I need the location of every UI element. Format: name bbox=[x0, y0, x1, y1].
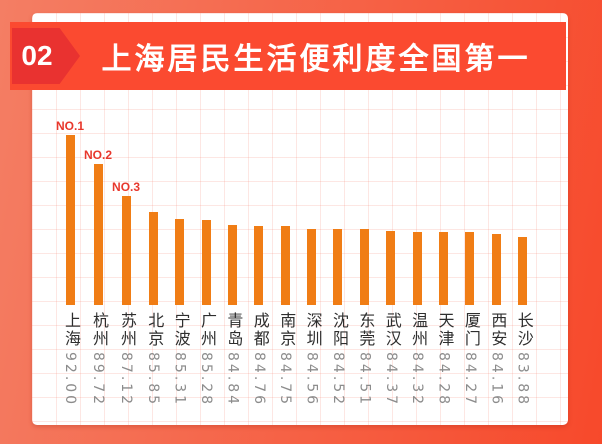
value-label: 84.28 bbox=[435, 352, 452, 408]
bar bbox=[93, 164, 103, 305]
bar-column: 沈阳 84.52 bbox=[325, 115, 351, 407]
bar bbox=[518, 237, 528, 305]
category-label: 宁波 bbox=[171, 312, 189, 348]
category-label: 深圳 bbox=[303, 312, 321, 348]
rank-badge: NO.2 bbox=[84, 148, 113, 162]
bar-column: 长沙 83.88 bbox=[510, 115, 536, 407]
bar-column: 广州 85.28 bbox=[193, 115, 219, 407]
bar bbox=[386, 231, 396, 305]
value-label: 85.31 bbox=[171, 352, 188, 408]
bar bbox=[201, 220, 211, 305]
value-label: 84.16 bbox=[488, 352, 505, 408]
bar-column: 温州 84.32 bbox=[404, 115, 430, 407]
bar-area bbox=[518, 115, 528, 305]
bar-column: 宁波 85.31 bbox=[166, 115, 192, 407]
value-label: 89.72 bbox=[90, 352, 107, 408]
value-label: 83.88 bbox=[514, 352, 531, 408]
bar bbox=[148, 212, 158, 305]
bar bbox=[175, 219, 185, 305]
bar-area bbox=[175, 115, 185, 305]
bar-column: NO.3 苏州 87.12 bbox=[112, 115, 140, 407]
page-title: 上海居民生活便利度全国第一 bbox=[101, 43, 531, 76]
bar-area bbox=[491, 115, 501, 305]
bar bbox=[491, 234, 501, 305]
value-label: 85.28 bbox=[198, 352, 215, 408]
value-label: 84.84 bbox=[224, 352, 241, 408]
bar-area bbox=[227, 115, 237, 305]
category-label: 杭州 bbox=[90, 312, 108, 348]
value-label: 84.56 bbox=[303, 352, 320, 408]
bar-area bbox=[386, 115, 396, 305]
category-label: 苏州 bbox=[118, 312, 136, 348]
value-label: 92.00 bbox=[62, 352, 78, 408]
value-label: 84.32 bbox=[409, 352, 426, 408]
bar bbox=[254, 226, 264, 305]
bar-area bbox=[280, 115, 290, 305]
bar bbox=[121, 196, 131, 305]
category-label: 长沙 bbox=[514, 312, 532, 348]
category-label: 南京 bbox=[277, 312, 295, 348]
category-label: 温州 bbox=[409, 312, 427, 348]
value-label: 87.12 bbox=[118, 352, 135, 408]
bar-area: NO.1 bbox=[56, 115, 84, 305]
category-label: 西安 bbox=[488, 312, 506, 348]
category-label: 东莞 bbox=[356, 312, 374, 348]
bar-area: NO.3 bbox=[112, 115, 140, 305]
bar-area bbox=[148, 115, 158, 305]
bar bbox=[65, 135, 75, 305]
bar-column: 南京 84.75 bbox=[272, 115, 298, 407]
bar bbox=[333, 229, 343, 305]
value-label: 84.27 bbox=[461, 352, 478, 408]
category-label: 武汉 bbox=[382, 312, 400, 348]
bar-column: 西安 84.16 bbox=[483, 115, 509, 407]
category-label: 北京 bbox=[145, 312, 163, 348]
category-label: 成都 bbox=[250, 312, 268, 348]
rank-badge: NO.3 bbox=[112, 180, 141, 194]
value-label: 84.37 bbox=[382, 352, 399, 408]
bar bbox=[465, 232, 475, 305]
bar bbox=[280, 226, 290, 305]
bar bbox=[227, 225, 237, 305]
value-label: 84.76 bbox=[250, 352, 267, 408]
bar-area bbox=[307, 115, 317, 305]
category-label: 上海 bbox=[62, 312, 79, 348]
bar bbox=[359, 229, 369, 305]
bar-area bbox=[333, 115, 343, 305]
bar-area bbox=[412, 115, 422, 305]
value-label: 84.51 bbox=[356, 352, 373, 408]
bar-area: NO.2 bbox=[84, 115, 112, 305]
rank-badge: NO.1 bbox=[56, 119, 85, 133]
bar-column: 东莞 84.51 bbox=[351, 115, 377, 407]
category-label: 沈阳 bbox=[329, 312, 347, 348]
value-label: 85.85 bbox=[145, 352, 162, 408]
bar-column: 成都 84.76 bbox=[246, 115, 272, 407]
bar bbox=[412, 232, 422, 305]
bar-column: NO.1 上海 92.00 bbox=[56, 115, 84, 407]
bar-column: NO.2 杭州 89.72 bbox=[84, 115, 112, 407]
bar bbox=[439, 232, 449, 305]
bar-area bbox=[359, 115, 369, 305]
bar-column: 深圳 84.56 bbox=[298, 115, 324, 407]
bar-area bbox=[201, 115, 211, 305]
bar-chart: NO.1 上海 92.00 NO.2 杭州 89.72 NO.3 苏州 87.1… bbox=[56, 115, 536, 407]
bar-area bbox=[465, 115, 475, 305]
bar-column: 天津 84.28 bbox=[430, 115, 456, 407]
category-label: 青岛 bbox=[224, 312, 242, 348]
value-label: 84.75 bbox=[277, 352, 294, 408]
category-label: 厦门 bbox=[461, 312, 479, 348]
category-label: 广州 bbox=[198, 312, 216, 348]
bar-column: 武汉 84.37 bbox=[378, 115, 404, 407]
bar-column: 北京 85.85 bbox=[140, 115, 166, 407]
bar bbox=[307, 229, 317, 305]
category-label: 天津 bbox=[435, 312, 453, 348]
bar-area bbox=[254, 115, 264, 305]
bar-column: 青岛 84.84 bbox=[219, 115, 245, 407]
value-label: 84.52 bbox=[329, 352, 346, 408]
bar-column: 厦门 84.27 bbox=[457, 115, 483, 407]
header-banner: 02 上海居民生活便利度全国第一 bbox=[10, 22, 566, 90]
bar-area bbox=[439, 115, 449, 305]
